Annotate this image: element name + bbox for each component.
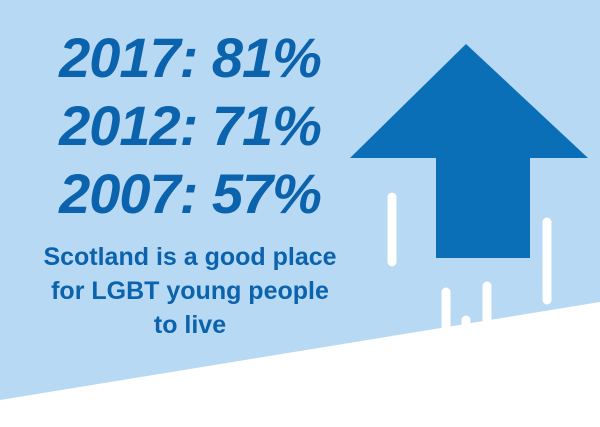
arrow-shape [350,44,588,258]
stat-2007: 2007: 57% [59,162,322,225]
speed-lines [387,192,552,357]
stats-block: 2017: 81% 2012: 71% 2007: 57% [40,24,340,228]
stat-2017: 2017: 81% [59,26,322,89]
stat-2012: 2012: 71% [59,94,322,157]
caption-text: Scotland is a good place for LGBT young … [43,243,337,339]
